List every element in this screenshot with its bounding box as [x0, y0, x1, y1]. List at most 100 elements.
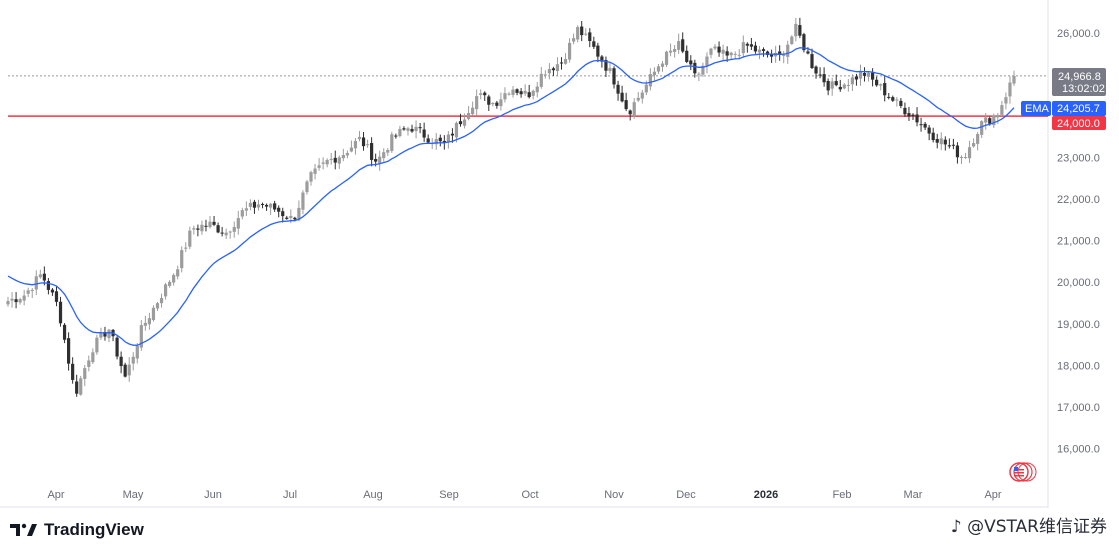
candle-body [269, 203, 273, 208]
ema-line [7, 47, 1015, 346]
candle-body [996, 115, 1000, 118]
candle [309, 170, 313, 186]
candle [604, 56, 608, 78]
candle [737, 49, 741, 60]
candle-body [107, 329, 111, 339]
candle-body [119, 356, 123, 367]
candle [523, 84, 527, 96]
candle-body [172, 274, 176, 283]
candle-body [260, 203, 265, 205]
candle-body [814, 66, 818, 74]
candle [329, 153, 333, 165]
price-tick-label: 22,000.0 [1057, 194, 1100, 206]
candle [539, 66, 543, 89]
candle-body [988, 118, 992, 124]
candle-body [135, 345, 139, 359]
candle [475, 89, 479, 116]
candle [580, 20, 584, 42]
candle-body [883, 83, 887, 96]
candle-body [782, 55, 786, 57]
candle-body [422, 129, 426, 138]
candle [572, 33, 576, 45]
candle-body [151, 307, 156, 321]
candle-body [87, 360, 91, 367]
candle [301, 190, 305, 215]
candle-body [527, 92, 531, 98]
candle-body [483, 92, 487, 96]
flag-icon[interactable] [1009, 462, 1037, 482]
candle-body [1004, 97, 1008, 104]
candle [943, 136, 947, 151]
candle [103, 326, 107, 341]
candle [515, 88, 519, 96]
candle-body [935, 139, 939, 143]
candle-body [466, 113, 471, 119]
chart-background [0, 0, 1119, 508]
candle-body [600, 56, 604, 62]
candle-body [523, 90, 527, 94]
candle [551, 66, 556, 76]
price-tick-label: 21,000.0 [1057, 236, 1100, 248]
candle-body [584, 33, 588, 35]
candle-body [875, 79, 879, 86]
candle-body [99, 332, 103, 338]
candle-body [588, 32, 592, 42]
candle-body [374, 159, 378, 162]
candle [240, 207, 244, 220]
candle-body [830, 81, 834, 89]
candle [850, 74, 854, 91]
candle [38, 269, 42, 279]
candle-body [180, 250, 184, 269]
candle [50, 287, 55, 296]
candle-body [757, 49, 762, 53]
candle-body [232, 227, 236, 232]
candle [345, 150, 349, 159]
candle [761, 47, 766, 57]
candle-body [705, 56, 709, 67]
candle [931, 127, 935, 143]
candle-body [761, 49, 766, 51]
tradingview-logo-text: TradingView [44, 520, 144, 539]
candle-body [1008, 82, 1012, 97]
price-tick-label: 20,000.0 [1057, 277, 1100, 289]
candle-body [50, 289, 55, 293]
candle [337, 155, 341, 169]
candle [567, 38, 572, 63]
candle-body [887, 96, 891, 98]
time-tick-label: Oct [521, 489, 538, 501]
candle [58, 296, 63, 327]
candle [673, 44, 677, 58]
candle-body [721, 49, 725, 54]
candle-body [992, 115, 996, 126]
candle [479, 89, 483, 100]
candle [147, 312, 152, 330]
candle-body [806, 51, 810, 54]
candle-body [939, 138, 943, 145]
tradingview-logo[interactable]: TradingView [10, 520, 144, 540]
candle-body [778, 51, 782, 55]
candle-body [681, 39, 685, 52]
price-tick-label: 23,000.0 [1057, 153, 1100, 165]
candle-body [365, 144, 370, 146]
candle-body [402, 128, 406, 130]
candle [814, 65, 818, 79]
candle-body [370, 143, 374, 160]
candle-body [285, 217, 289, 219]
watermark-text: @VSTAR维信证券 [967, 517, 1107, 537]
time-scale[interactable]: Apr May Jun Jul Aug Sep Oct Nov Dec 2026 Feb Mar Apr [47, 489, 1001, 501]
candle [123, 362, 127, 378]
candle [648, 68, 652, 91]
candle [717, 41, 721, 57]
candle [176, 265, 180, 280]
candle-body [75, 381, 79, 394]
price-chart[interactable]: 26,000.025,000.024,000.023,000.022,000.0… [0, 0, 1119, 508]
candle [386, 148, 390, 156]
candle-body [559, 62, 564, 64]
candle-body [458, 121, 463, 125]
candle-body [491, 102, 495, 105]
candle-body [345, 153, 349, 156]
candle [87, 355, 91, 372]
candle-body [915, 114, 919, 123]
candle [491, 102, 495, 107]
candle [450, 128, 455, 143]
